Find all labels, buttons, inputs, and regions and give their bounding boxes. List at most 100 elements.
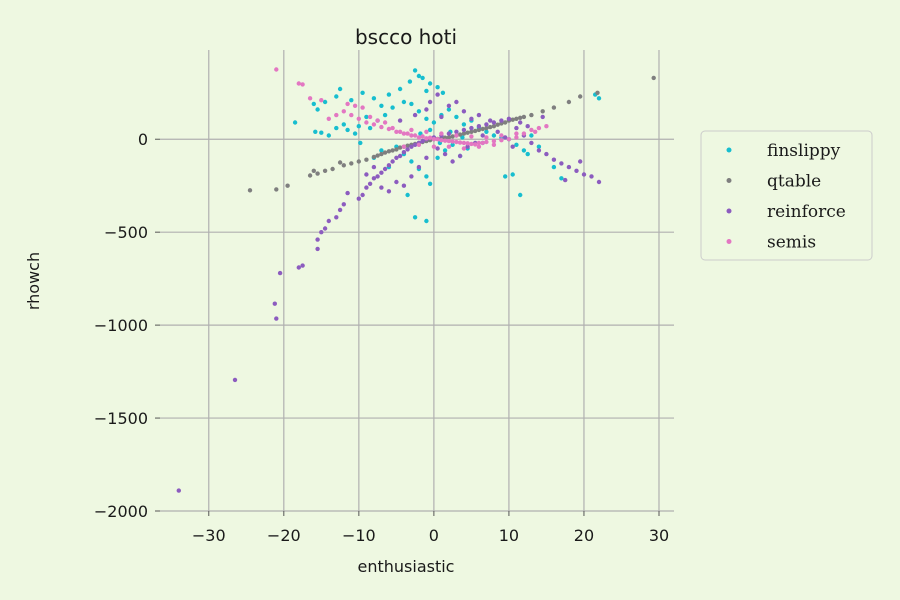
data-point	[563, 177, 568, 183]
data-point	[334, 125, 339, 131]
data-point	[551, 164, 557, 170]
data-point	[401, 131, 407, 136]
data-point	[544, 124, 549, 129]
data-point	[566, 99, 572, 105]
data-point	[311, 168, 316, 173]
data-point	[476, 127, 482, 133]
data-point	[349, 112, 354, 118]
data-point	[322, 168, 328, 173]
data-point	[364, 120, 369, 125]
data-point	[525, 151, 530, 157]
data-point	[345, 127, 350, 133]
data-point	[491, 138, 497, 144]
data-point	[469, 125, 474, 131]
data-point	[319, 130, 324, 135]
data-point	[473, 128, 478, 134]
data-point	[319, 230, 324, 235]
data-point	[386, 163, 392, 168]
data-point	[364, 114, 369, 120]
data-point	[488, 124, 493, 130]
data-point	[495, 122, 500, 127]
data-point	[379, 103, 384, 109]
data-point	[514, 125, 519, 131]
data-point	[416, 164, 422, 170]
data-point	[469, 116, 474, 122]
y-tick-label: −2000	[94, 502, 148, 521]
legend: finslippy qtable reinforce semis	[700, 130, 873, 261]
data-point	[394, 129, 399, 134]
x-tick-label: 10	[499, 526, 519, 545]
data-point	[401, 183, 407, 188]
x-tick-label: 0	[429, 526, 439, 545]
data-point	[450, 139, 455, 144]
data-point	[446, 138, 452, 144]
data-point	[379, 170, 384, 175]
data-point	[364, 172, 369, 177]
data-point	[465, 141, 470, 146]
data-point	[409, 174, 414, 179]
data-point	[352, 103, 358, 109]
data-point	[371, 96, 377, 101]
data-point	[540, 109, 545, 114]
data-point	[514, 116, 519, 122]
data-point	[296, 265, 301, 270]
data-point	[424, 218, 429, 224]
data-point	[420, 134, 425, 139]
data-point	[491, 124, 497, 129]
data-point	[358, 140, 363, 146]
data-point	[272, 301, 277, 306]
data-point	[536, 144, 542, 149]
data-point	[397, 118, 403, 123]
data-point	[405, 147, 410, 152]
data-point	[480, 126, 485, 132]
data-point	[454, 133, 459, 138]
data-point	[386, 92, 392, 97]
data-point	[529, 140, 534, 146]
legend-label: finslippy	[767, 141, 841, 161]
data-point	[375, 153, 380, 158]
data-point	[439, 131, 444, 136]
data-point	[386, 189, 392, 194]
data-point	[484, 129, 489, 134]
data-point	[322, 226, 328, 231]
data-point	[315, 246, 320, 252]
data-point	[424, 116, 429, 122]
data-point	[412, 112, 418, 118]
data-point	[424, 107, 429, 112]
data-point	[326, 133, 331, 138]
data-point	[420, 75, 425, 81]
data-point	[397, 153, 403, 159]
data-point	[334, 94, 339, 99]
data-point	[574, 168, 579, 173]
data-point	[427, 99, 433, 105]
data-point	[319, 98, 324, 103]
data-point	[360, 192, 365, 198]
legend-box	[700, 130, 873, 261]
data-point	[435, 155, 440, 160]
legend-marker	[726, 208, 732, 214]
data-point	[457, 153, 463, 159]
data-point	[457, 140, 463, 145]
data-point	[416, 135, 422, 140]
data-point	[356, 159, 361, 164]
data-point	[442, 148, 448, 153]
data-point	[379, 185, 384, 190]
data-point	[503, 174, 508, 179]
data-point	[533, 129, 538, 134]
data-point	[427, 81, 433, 86]
data-point	[356, 196, 361, 201]
data-point	[390, 148, 395, 153]
data-point	[514, 142, 519, 147]
x-tick-label: 20	[574, 526, 594, 545]
data-point	[416, 142, 422, 147]
data-point	[469, 134, 474, 139]
data-point	[506, 137, 512, 142]
data-point	[510, 144, 515, 149]
data-point	[457, 132, 463, 137]
legend-label: semis	[767, 233, 816, 253]
data-point	[461, 131, 467, 136]
data-point	[476, 124, 482, 129]
data-point	[578, 94, 583, 99]
data-point	[439, 138, 444, 143]
data-point	[412, 215, 418, 220]
